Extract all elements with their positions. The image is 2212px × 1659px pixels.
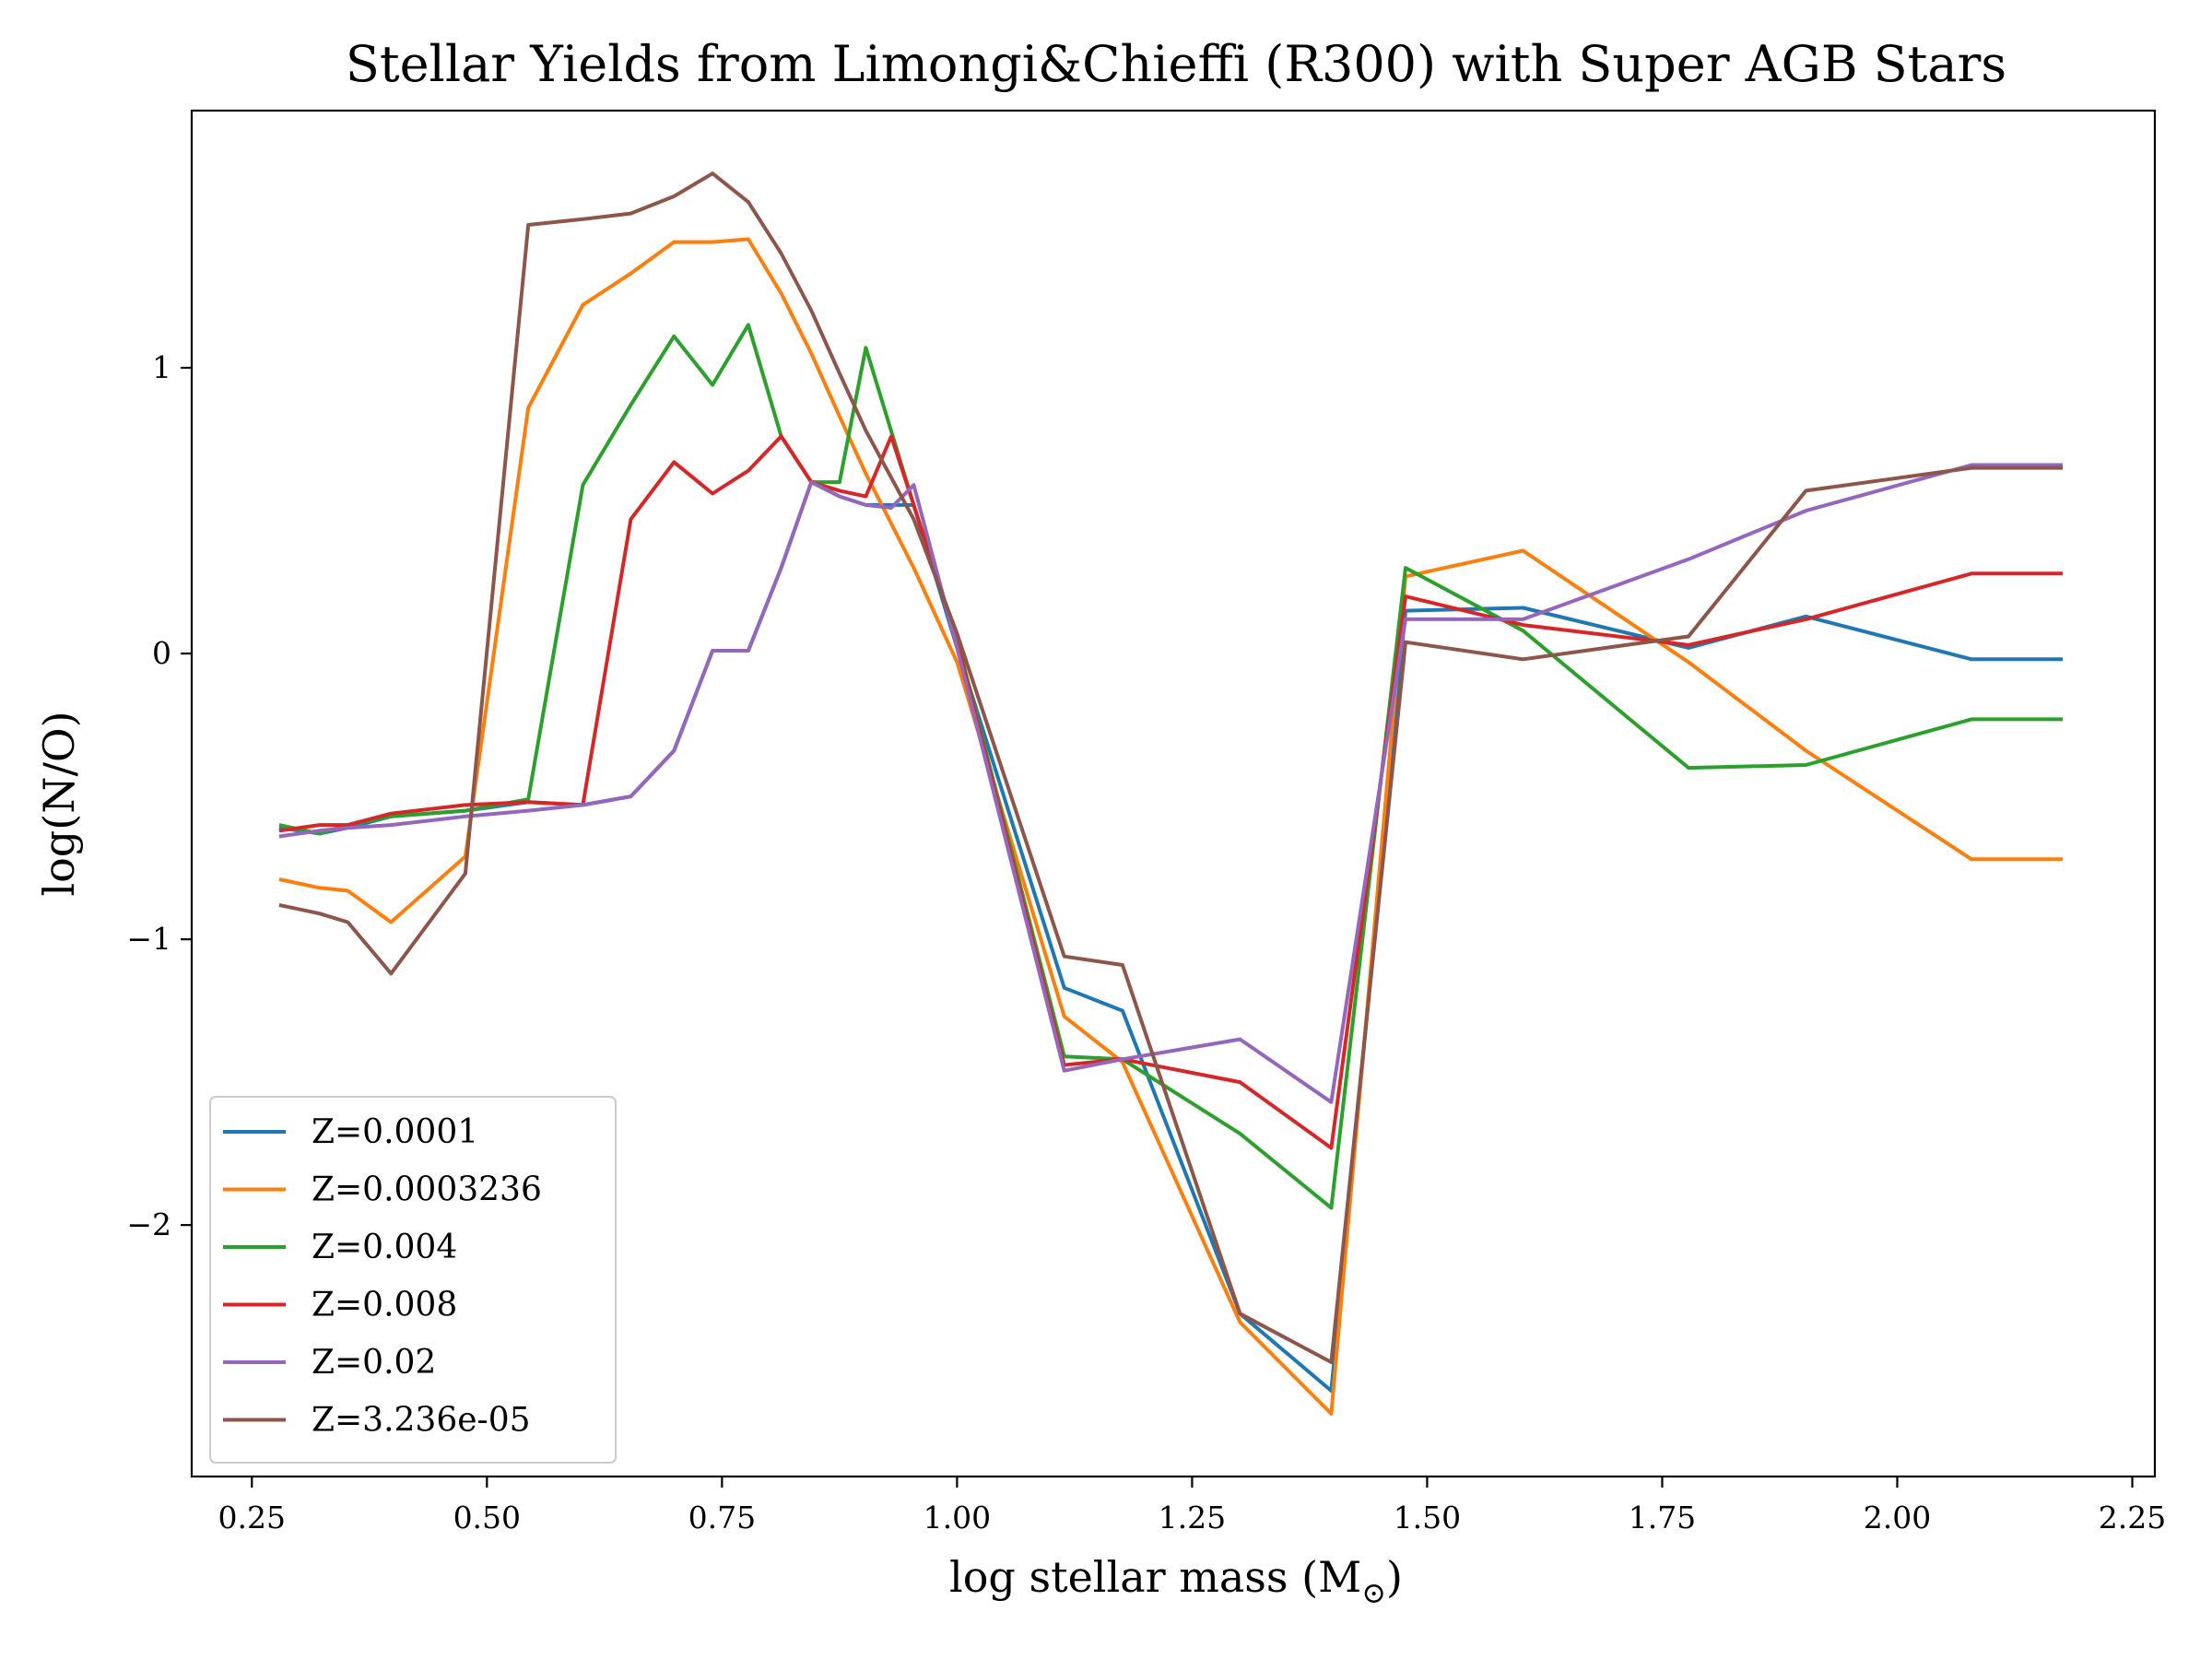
x-axis-label: log stellar mass (M⊙) — [949, 1552, 1403, 1610]
legend-label: Z=3.236e-05 — [312, 1402, 531, 1440]
axes-frame — [190, 109, 2157, 1478]
chart-title: Stellar Yields from Limongi&Chieffi (R30… — [346, 35, 2006, 93]
legend: Z=0.0001 Z=0.0003236 Z=0.004 Z=0.008 Z=0.02 Z… — [209, 1096, 617, 1464]
series-line-5 — [278, 463, 2063, 1104]
x-tick-label: 2.25 — [2099, 1500, 2166, 1535]
x-axis-label-text: log stellar mass (M — [949, 1552, 1361, 1602]
series-line-2 — [278, 237, 2063, 1416]
legend-box — [209, 1096, 617, 1464]
x-tick-label: 1.00 — [924, 1500, 991, 1535]
legend-label: Z=0.02 — [312, 1344, 436, 1382]
series-group — [278, 171, 2063, 1416]
y-tick-label: −1 — [126, 921, 171, 957]
x-tick-label: 2.00 — [1864, 1500, 1931, 1535]
legend-label: Z=0.004 — [312, 1229, 457, 1266]
series-line-3 — [278, 323, 2063, 1210]
y-tick-label: 0 — [152, 635, 171, 671]
x-tick-label: 0.75 — [688, 1500, 756, 1535]
series-line-4 — [278, 434, 2063, 1150]
y-axis-label: log(N/O) — [34, 711, 84, 896]
x-tick-label: 0.50 — [453, 1500, 521, 1535]
y-axis: −2 −1 0 1 — [126, 349, 192, 1242]
x-tick-label: 1.50 — [1394, 1500, 1461, 1535]
legend-label: Z=0.0003236 — [312, 1171, 542, 1209]
plot-area — [190, 109, 2157, 1478]
legend-label: Z=0.008 — [312, 1287, 457, 1324]
y-tick-label: −2 — [126, 1206, 171, 1242]
series-line-6 — [278, 171, 2063, 1364]
x-axis: 0.25 0.50 0.75 1.00 1.25 1.50 1.75 2.00 2.25 — [218, 1477, 2166, 1535]
x-tick-label: 1.25 — [1159, 1500, 1226, 1535]
x-axis-label-close: ) — [1386, 1552, 1403, 1602]
legend-label: Z=0.0001 — [312, 1113, 478, 1151]
x-axis-label-subscript: ⊙ — [1361, 1575, 1386, 1610]
x-tick-label: 0.25 — [218, 1500, 286, 1535]
y-tick-label: 1 — [152, 349, 171, 385]
x-tick-label: 1.75 — [1629, 1500, 1696, 1535]
